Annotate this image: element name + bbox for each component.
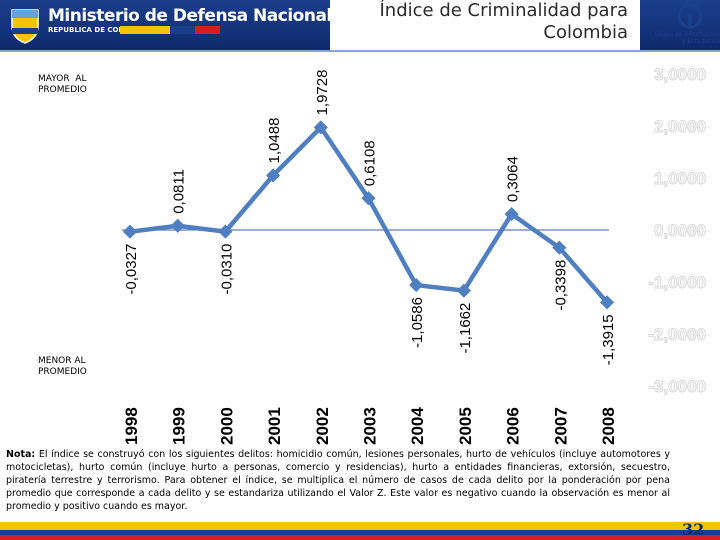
group-name: Grupo de Información y Estadística xyxy=(642,31,720,45)
title-panel xyxy=(330,0,640,50)
y-tick-label: -2,0000 xyxy=(648,325,706,344)
data-label: 0,3064 xyxy=(505,156,522,202)
data-point xyxy=(218,224,233,239)
y-tick-label: -3,0000 xyxy=(648,377,706,396)
ministry-subtitle: REPUBLICA DE COLOMBIA xyxy=(48,26,149,34)
data-point xyxy=(266,168,281,183)
data-point xyxy=(313,120,328,135)
flag-stripe xyxy=(120,26,220,34)
group-logo-icon xyxy=(677,3,703,29)
x-tick-label: 1998 xyxy=(122,407,141,445)
page-title: Índice de Criminalidad para Colombia xyxy=(380,0,629,44)
note-label: Nota: xyxy=(6,449,36,460)
x-tick-label: 2007 xyxy=(551,407,570,445)
coat-of-arms-icon xyxy=(11,9,39,44)
ministry-name: Ministerio de Defensa Nacional xyxy=(48,6,332,26)
y-tick-label: 1,0000 xyxy=(654,169,706,188)
x-tick-label: 2002 xyxy=(313,407,332,445)
group-name-line2: y Estadística xyxy=(681,38,720,45)
y-tick-label: 0,0000 xyxy=(654,221,706,240)
x-tick-label: 2003 xyxy=(361,407,380,445)
data-label: -1,0586 xyxy=(409,297,426,348)
data-label: -0,0327 xyxy=(123,244,140,295)
data-point xyxy=(599,295,615,310)
data-label: 0,6108 xyxy=(362,140,379,186)
data-label: -1,1662 xyxy=(457,303,474,354)
x-tick-label: 2006 xyxy=(504,407,523,445)
data-point xyxy=(170,218,185,233)
flag-blue xyxy=(170,26,195,34)
data-label: 1,0488 xyxy=(266,118,283,164)
footer-stripe xyxy=(0,522,720,540)
x-tick-label: 2000 xyxy=(217,407,236,445)
x-tick-label: 2001 xyxy=(265,407,284,445)
data-label: -0,3398 xyxy=(552,260,569,311)
x-tick-label: 2008 xyxy=(599,407,618,445)
footer-red xyxy=(0,535,720,540)
data-point xyxy=(361,191,376,206)
y-tick-label: 2,0000 xyxy=(654,117,706,136)
above-average-label: MAYOR AL PROMEDIO xyxy=(38,74,87,95)
footer-yellow xyxy=(0,522,720,530)
data-point xyxy=(122,224,138,239)
methodology-note: Nota: El índice se construyó con los sig… xyxy=(6,448,670,513)
flag-red xyxy=(195,26,220,34)
crime-index-chart: -0,0327 0,0811 -0,0310 1,0488 1,9728 0,6108 -1… xyxy=(122,65,707,445)
data-point xyxy=(409,277,424,293)
data-label: -0,0310 xyxy=(218,244,235,295)
page-title-line1: Índice de Criminalidad para xyxy=(379,0,629,21)
y-tick-label: -1,0000 xyxy=(648,273,706,292)
data-point xyxy=(552,240,567,255)
page-number: 32 xyxy=(682,520,705,539)
below-average-label: MENOR AL PROMEDIO xyxy=(38,356,87,377)
data-point xyxy=(456,283,471,298)
group-name-line1: Grupo de Información xyxy=(654,31,720,38)
data-label: 0,0811 xyxy=(171,169,188,214)
data-label: 1,9728 xyxy=(314,70,331,116)
header-divider xyxy=(0,50,720,52)
x-tick-label: 2004 xyxy=(408,407,427,445)
data-label: -1,3915 xyxy=(600,314,617,365)
note-text: El índice se construyó con los siguiente… xyxy=(6,449,670,512)
y-tick-label: 3,0000 xyxy=(654,65,706,84)
page-title-line2: Colombia xyxy=(543,22,628,43)
footer-blue xyxy=(0,530,720,535)
flag-yellow xyxy=(120,26,170,34)
x-tick-label: 1999 xyxy=(170,407,189,445)
x-tick-label: 2005 xyxy=(456,407,475,445)
